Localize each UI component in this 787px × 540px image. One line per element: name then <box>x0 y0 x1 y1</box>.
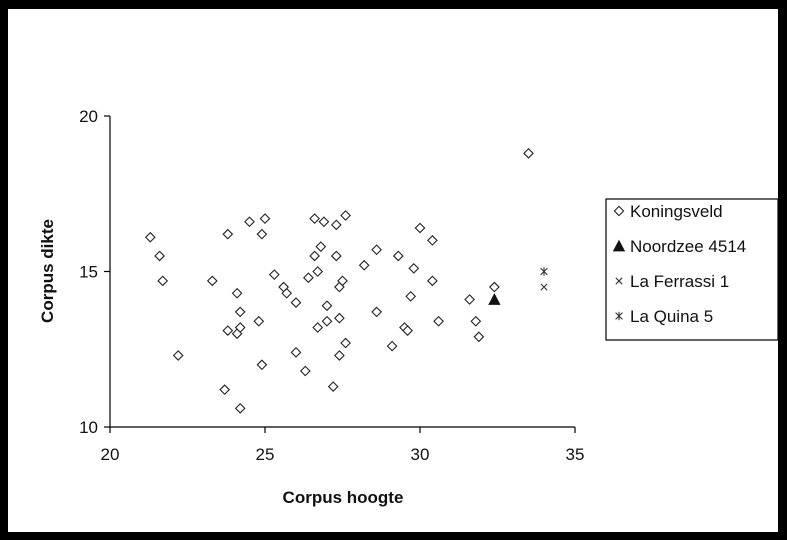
diamond-marker <box>334 350 345 361</box>
diamond-marker <box>371 306 382 318</box>
legend-label: Koningsveld <box>630 202 723 221</box>
y-tick-label: 15 <box>79 263 98 282</box>
data-points <box>144 147 548 414</box>
legend-x-icon <box>615 277 623 285</box>
x-axis-title: Corpus hoogte <box>283 488 404 507</box>
diamond-marker <box>473 331 485 343</box>
legend-box <box>605 198 779 341</box>
diamond-marker <box>299 365 311 377</box>
diamond-marker <box>244 216 255 228</box>
diamond-marker <box>312 266 324 277</box>
legend-diamond-icon <box>613 205 625 217</box>
diamond-marker <box>206 275 218 287</box>
diamond-marker <box>309 213 320 225</box>
diamond-marker <box>337 275 348 287</box>
diamond-marker <box>234 322 246 333</box>
diamond-marker <box>315 241 327 252</box>
diamond-marker <box>281 287 293 299</box>
diamond-marker <box>427 275 438 287</box>
diamond-marker <box>234 402 246 414</box>
diamond-marker <box>392 250 404 262</box>
x-marker <box>540 283 548 291</box>
diamond-marker <box>234 306 246 318</box>
diamond-marker <box>470 315 482 327</box>
diamond-marker <box>318 216 330 228</box>
diamond-marker <box>433 315 444 327</box>
diamond-marker <box>405 291 417 302</box>
legend-asterisk-icon <box>615 311 623 321</box>
diamond-marker <box>303 272 314 284</box>
diamond-marker <box>402 325 413 336</box>
x-tick-label: 20 <box>101 445 120 464</box>
legend-label: La Quina 5 <box>630 307 713 326</box>
diamond-marker <box>154 250 165 262</box>
diamond-marker <box>358 259 370 271</box>
diamond-marker <box>427 235 438 246</box>
diamond-marker <box>144 231 156 243</box>
diamond-marker <box>222 325 234 336</box>
diamond-marker <box>327 381 339 392</box>
diamond-marker <box>268 269 280 280</box>
triangle-marker <box>488 293 501 305</box>
diamond-marker <box>334 312 345 324</box>
diamond-marker <box>414 222 426 234</box>
diamond-marker <box>321 315 333 327</box>
legend: Koningsveld Noordzee 4514 La Ferrassi 1 La … <box>605 198 779 341</box>
x-tick-label: 25 <box>256 445 275 464</box>
diamond-marker <box>330 219 342 231</box>
diamond-marker <box>259 213 271 225</box>
diamond-marker <box>256 359 268 371</box>
diamond-marker <box>290 346 302 358</box>
diamond-marker <box>290 297 302 308</box>
x-tick-label: 30 <box>411 445 430 464</box>
asterisk-marker <box>540 267 548 276</box>
diamond-marker <box>371 244 382 256</box>
diamond-marker <box>340 337 351 349</box>
y-tick-label: 10 <box>79 418 98 437</box>
legend-triangle-icon <box>612 239 626 252</box>
axes <box>109 116 575 428</box>
diamond-marker <box>321 300 333 312</box>
diamond-marker <box>523 147 534 159</box>
diamond-marker <box>172 350 184 361</box>
diamond-marker <box>219 384 231 396</box>
ticks: 20 25 30 35 10 15 20 <box>79 107 584 464</box>
diamond-marker <box>231 287 243 299</box>
diamond-marker <box>312 322 324 333</box>
legend-label: La Ferrassi 1 <box>630 272 729 291</box>
diamond-marker <box>340 210 351 221</box>
diamond-marker <box>253 315 265 327</box>
diamond-marker <box>408 263 420 274</box>
y-tick-label: 20 <box>79 107 98 126</box>
diamond-marker <box>386 340 398 352</box>
diamond-marker <box>222 228 234 240</box>
diamond-marker <box>256 228 268 240</box>
legend-label: Noordzee 4514 <box>630 237 746 256</box>
diamond-marker <box>309 250 320 262</box>
diamond-marker <box>157 275 169 287</box>
x-tick-label: 35 <box>566 445 585 464</box>
diamond-marker <box>489 281 500 293</box>
y-axis-title: Corpus dikte <box>38 219 57 323</box>
diamond-marker <box>464 294 475 305</box>
diamond-marker <box>330 250 342 262</box>
